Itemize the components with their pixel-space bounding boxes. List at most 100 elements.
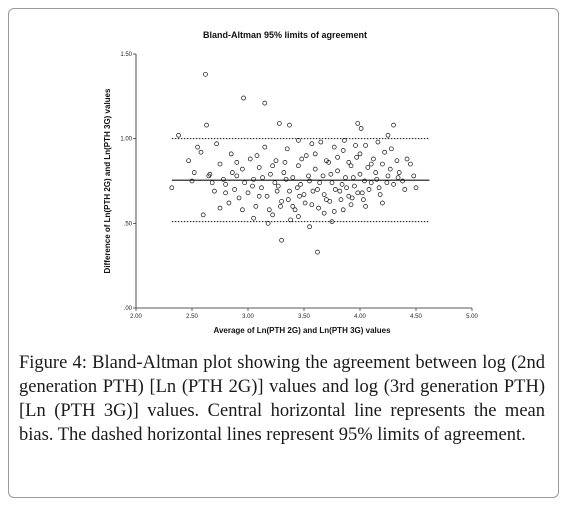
data-point (209, 180, 215, 186)
data-point (234, 160, 240, 165)
data-point (279, 237, 284, 243)
y-tick-label: .00 (124, 306, 133, 312)
data-point (320, 173, 326, 179)
data-point (363, 143, 368, 148)
data-point (306, 173, 311, 179)
data-point (402, 187, 408, 192)
data-point (221, 176, 226, 182)
data-point (396, 170, 402, 175)
caption-label: Figure 4: (19, 353, 87, 373)
data-point (296, 138, 301, 143)
data-point (287, 122, 292, 128)
data-point (380, 200, 385, 206)
data-point (299, 156, 305, 162)
x-tick-label: 3.00 (242, 314, 254, 320)
data-point (394, 158, 400, 164)
data-point (212, 188, 217, 194)
data-point (240, 207, 245, 213)
x-tick-label: 5.00 (466, 314, 478, 320)
y-axis-label: Difference of Ln(PTH 2G) and Ln(PTH 3G) … (103, 88, 112, 273)
data-point (203, 71, 208, 77)
data-point (310, 188, 316, 194)
data-point (290, 204, 296, 209)
data-point (382, 149, 387, 155)
data-point (321, 192, 327, 197)
data-point (371, 156, 376, 162)
data-point (321, 210, 327, 216)
data-point (349, 195, 355, 201)
data-point (223, 190, 228, 196)
data-point (274, 188, 280, 194)
data-point (198, 149, 204, 155)
data-point (385, 132, 391, 138)
data-point (169, 185, 175, 191)
data-point (359, 190, 365, 196)
data-point (413, 185, 419, 191)
data-point (387, 166, 393, 172)
data-point (331, 144, 337, 150)
data-point (344, 185, 349, 191)
data-point (315, 249, 320, 255)
data-point (296, 163, 301, 169)
data-point (265, 220, 271, 226)
data-point (273, 158, 279, 164)
data-point (253, 204, 259, 209)
data-point (285, 197, 291, 202)
data-point (384, 180, 390, 186)
data-point (312, 151, 318, 157)
data-point (217, 161, 223, 167)
data-point (288, 217, 293, 223)
data-point (266, 207, 272, 213)
data-point (275, 183, 281, 189)
data-point (281, 170, 287, 175)
data-point (287, 188, 292, 194)
data-point (328, 171, 334, 177)
data-point (278, 204, 283, 209)
data-point (358, 126, 364, 131)
figure-frame (8, 8, 559, 498)
data-point (335, 154, 340, 160)
data-point (355, 121, 361, 126)
data-point (374, 176, 380, 182)
data-point (368, 180, 374, 186)
data-point (262, 100, 268, 106)
data-point (365, 165, 371, 170)
data-point (329, 219, 335, 224)
data-point (250, 183, 255, 189)
data-point (245, 190, 251, 196)
reference-lines (171, 138, 430, 223)
data-point (268, 171, 273, 177)
data-point (366, 187, 372, 192)
data-point (354, 154, 359, 160)
data-point (270, 212, 275, 218)
data-point (223, 182, 228, 187)
data-point (264, 193, 270, 199)
data-point (207, 171, 213, 177)
x-tick-label: 3.50 (298, 314, 310, 320)
data-point (247, 156, 253, 162)
data-point (307, 224, 312, 230)
y-tick-label: 1.50 (120, 52, 132, 58)
data-point (226, 200, 232, 206)
data-point (242, 180, 247, 186)
data-point (338, 197, 344, 202)
data-point (254, 153, 260, 158)
data-point (375, 139, 381, 145)
data-point (307, 178, 312, 184)
data-point (355, 190, 361, 196)
data-point (283, 176, 289, 182)
data-point (315, 187, 320, 192)
data-point (232, 187, 237, 192)
data-point (251, 215, 256, 221)
data-point (363, 204, 368, 209)
data-point (391, 182, 396, 187)
data-point (348, 163, 354, 169)
data-point (352, 183, 357, 189)
data-point (282, 160, 288, 165)
data-point (341, 138, 347, 143)
data-point (348, 202, 354, 208)
data-point (270, 163, 275, 169)
x-tick-label: 4.50 (410, 314, 422, 320)
data-point (346, 160, 352, 165)
data-point (327, 198, 333, 204)
